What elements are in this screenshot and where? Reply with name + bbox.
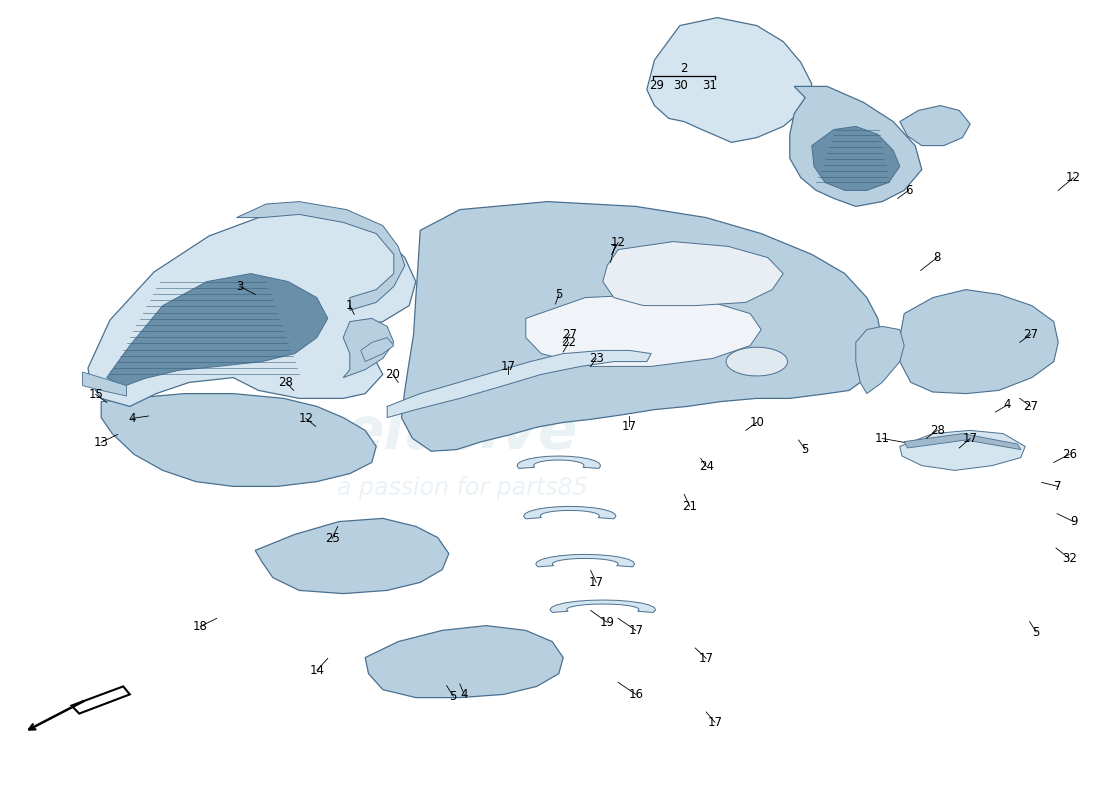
Polygon shape xyxy=(900,106,970,146)
Text: 4: 4 xyxy=(1004,398,1011,411)
Polygon shape xyxy=(361,338,394,362)
Text: 5: 5 xyxy=(802,443,808,456)
Text: 24: 24 xyxy=(698,460,714,473)
Polygon shape xyxy=(603,242,783,306)
Text: 21: 21 xyxy=(682,500,697,513)
Polygon shape xyxy=(536,554,635,567)
Polygon shape xyxy=(726,347,788,376)
Polygon shape xyxy=(550,600,656,613)
Text: 3: 3 xyxy=(236,280,243,293)
Text: 29: 29 xyxy=(649,79,664,92)
Polygon shape xyxy=(904,434,1021,450)
Text: 17: 17 xyxy=(707,716,723,729)
Text: 5: 5 xyxy=(556,288,562,301)
Text: 27: 27 xyxy=(1023,328,1038,341)
Text: 5: 5 xyxy=(1033,626,1039,638)
Polygon shape xyxy=(343,318,394,378)
Text: 4: 4 xyxy=(461,688,468,701)
Text: 2: 2 xyxy=(681,62,688,74)
Text: 12: 12 xyxy=(610,236,626,249)
Text: 19: 19 xyxy=(600,616,615,629)
Polygon shape xyxy=(526,294,761,366)
Text: 16: 16 xyxy=(628,688,643,701)
Text: 25: 25 xyxy=(324,532,340,545)
Text: 18: 18 xyxy=(192,620,208,633)
Text: 31: 31 xyxy=(702,79,717,92)
Text: 32: 32 xyxy=(1062,552,1077,565)
Polygon shape xyxy=(524,506,616,519)
Text: 6: 6 xyxy=(905,184,912,197)
Text: 8: 8 xyxy=(934,251,940,264)
Text: a passion for parts85: a passion for parts85 xyxy=(337,476,587,500)
Text: 12: 12 xyxy=(1066,171,1081,184)
Text: 10: 10 xyxy=(749,416,764,429)
Polygon shape xyxy=(812,126,900,190)
Polygon shape xyxy=(900,290,1058,394)
Polygon shape xyxy=(107,274,328,386)
Text: 17: 17 xyxy=(621,420,637,433)
Polygon shape xyxy=(236,202,405,310)
Text: 17: 17 xyxy=(962,432,978,445)
Text: 17: 17 xyxy=(698,652,714,665)
Text: 28: 28 xyxy=(278,376,294,389)
Polygon shape xyxy=(72,686,130,714)
Polygon shape xyxy=(101,394,376,486)
Text: 7: 7 xyxy=(1055,480,1061,493)
Text: 17: 17 xyxy=(628,624,643,637)
Text: 27: 27 xyxy=(562,328,578,341)
Polygon shape xyxy=(402,202,882,451)
Text: 28: 28 xyxy=(930,424,945,437)
Polygon shape xyxy=(387,350,651,418)
Polygon shape xyxy=(82,372,126,396)
Text: 13: 13 xyxy=(94,436,109,449)
Polygon shape xyxy=(856,326,904,394)
Text: 11: 11 xyxy=(874,432,890,445)
Polygon shape xyxy=(88,212,416,406)
Polygon shape xyxy=(647,18,812,142)
Text: 20: 20 xyxy=(385,368,400,381)
Text: 7: 7 xyxy=(610,243,617,256)
Polygon shape xyxy=(517,456,601,469)
Text: 14: 14 xyxy=(309,664,324,677)
Text: 30: 30 xyxy=(673,79,689,92)
Polygon shape xyxy=(365,626,563,698)
Text: 1: 1 xyxy=(346,299,353,312)
Text: 27: 27 xyxy=(1023,400,1038,413)
Text: 4: 4 xyxy=(129,412,135,425)
Text: 12: 12 xyxy=(298,412,314,425)
Text: 17: 17 xyxy=(500,360,516,373)
Text: 23: 23 xyxy=(588,352,604,365)
Text: 26: 26 xyxy=(1062,448,1077,461)
Text: elusive: elusive xyxy=(345,403,579,461)
Polygon shape xyxy=(900,430,1025,470)
Polygon shape xyxy=(790,86,922,206)
Text: 22: 22 xyxy=(561,336,576,349)
Text: 15: 15 xyxy=(88,388,103,401)
Text: 5: 5 xyxy=(450,690,456,702)
Text: 9: 9 xyxy=(1070,515,1077,528)
Text: 17: 17 xyxy=(588,576,604,589)
Polygon shape xyxy=(255,518,449,594)
